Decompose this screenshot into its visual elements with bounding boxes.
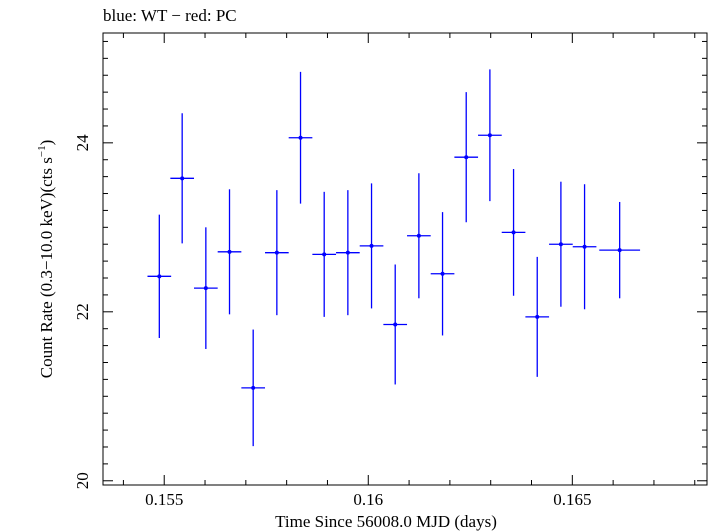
data-point — [288, 71, 313, 204]
plot-frame — [102, 32, 708, 486]
data-point — [336, 190, 360, 316]
data-series — [147, 69, 641, 447]
data-point — [501, 169, 526, 296]
y-axis-label-end: ) — [37, 140, 56, 146]
data-point — [549, 181, 573, 307]
data-point — [454, 92, 479, 223]
x-tick-label: 0.155 — [145, 490, 183, 509]
data-marker — [274, 250, 279, 255]
data-point — [194, 227, 218, 349]
data-marker — [535, 314, 540, 319]
y-tick-label: 20 — [73, 472, 92, 489]
data-point — [265, 190, 289, 316]
x-tick-label: 0.16 — [353, 490, 383, 509]
y-tick-label: 22 — [73, 303, 92, 320]
data-point — [217, 189, 242, 315]
data-point — [430, 212, 455, 336]
data-point — [525, 256, 550, 377]
data-marker — [322, 252, 327, 257]
data-marker — [369, 243, 374, 248]
data-marker — [582, 244, 587, 249]
data-marker — [180, 176, 185, 181]
data-marker — [203, 286, 208, 291]
axis-ticks: 0.155 0.16 0.165 20 22 24 — [73, 33, 707, 509]
y-axis-label: Count Rate (0.3−10.0 keV)(cts s−1) — [36, 140, 56, 379]
data-marker — [227, 249, 232, 254]
data-point — [170, 113, 195, 244]
data-marker — [416, 233, 421, 238]
data-point — [572, 184, 597, 310]
data-marker — [251, 385, 256, 390]
data-marker — [511, 230, 516, 235]
y-tick-label: 24 — [73, 134, 92, 152]
data-marker — [345, 250, 350, 255]
data-point — [359, 183, 384, 309]
data-point — [599, 201, 641, 299]
chart-title: blue: WT − red: PC — [103, 6, 237, 25]
x-axis-label: Time Since 56008.0 MJD (days) — [275, 512, 497, 531]
y-axis-label-main: Count Rate (0.3−10.0 keV)(cts s — [37, 157, 56, 378]
data-marker — [393, 322, 398, 327]
data-point — [312, 191, 337, 317]
data-marker — [617, 248, 622, 253]
data-point — [147, 214, 172, 338]
data-marker — [487, 133, 492, 138]
data-point — [478, 69, 502, 202]
data-point — [407, 173, 431, 299]
data-marker — [464, 155, 469, 160]
y-axis-label-superscript: −1 — [36, 145, 48, 157]
data-marker — [558, 242, 563, 247]
data-marker — [298, 135, 303, 140]
data-point — [383, 264, 408, 385]
data-point — [241, 329, 266, 447]
data-marker — [157, 274, 162, 279]
x-tick-label: 0.165 — [553, 490, 591, 509]
data-marker — [440, 271, 445, 276]
